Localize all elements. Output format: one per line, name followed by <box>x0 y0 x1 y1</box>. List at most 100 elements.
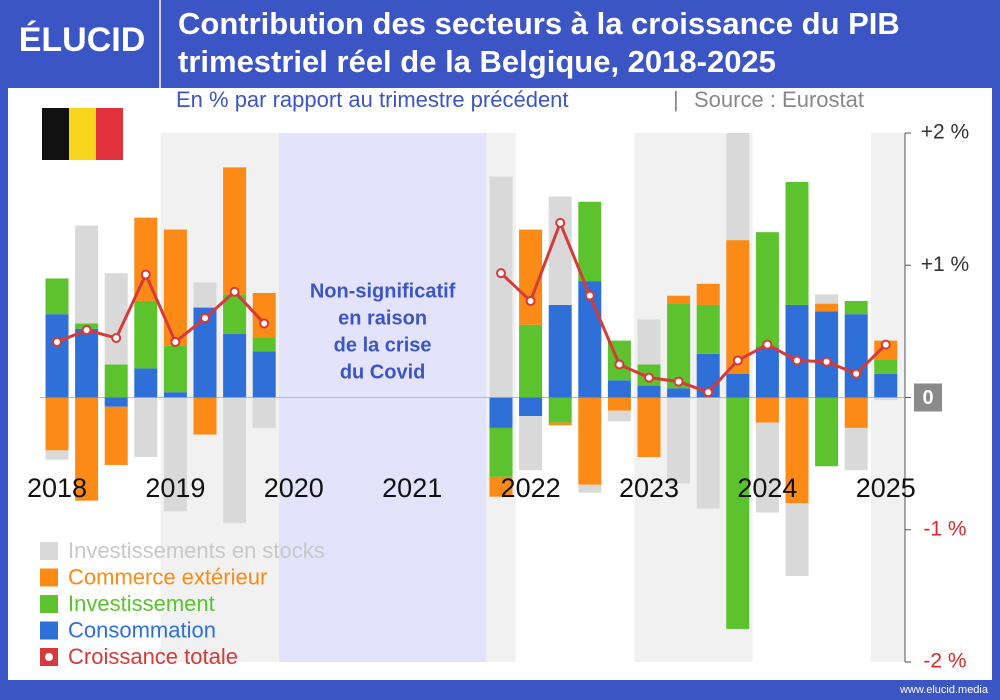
bar-segment <box>785 304 809 398</box>
legend-marker <box>45 653 53 661</box>
bar-segment <box>755 347 779 398</box>
total-point <box>555 217 566 228</box>
bar-segment <box>815 397 839 467</box>
bar-segment <box>726 133 750 241</box>
legend-swatch <box>40 542 58 560</box>
bar-segment <box>815 294 839 304</box>
y-tick-label: -1 % <box>923 517 966 540</box>
bar-segment <box>637 385 661 398</box>
x-tick-label: 2020 <box>264 473 324 503</box>
bar-segment <box>252 337 276 352</box>
bar-segment <box>696 304 720 354</box>
flag-stripe <box>69 108 96 160</box>
bar-segment <box>785 503 809 577</box>
bar-segment <box>637 397 661 458</box>
bar-segment <box>696 397 720 509</box>
bar-segment <box>548 422 572 426</box>
y-tick-label: 0 <box>922 387 933 409</box>
bar-segment <box>45 450 69 460</box>
legend-label: Investissement <box>68 591 215 616</box>
bar-segment <box>519 416 543 471</box>
bar-segment <box>134 368 158 398</box>
bar-segment <box>844 314 868 398</box>
zero-box <box>914 383 942 412</box>
bar-segment <box>223 397 247 524</box>
bar-segment <box>489 397 513 428</box>
bar-segment <box>548 196 572 305</box>
flag <box>42 108 123 160</box>
bar-segment <box>578 484 602 493</box>
bar-segment <box>548 304 572 398</box>
chart-title: trimestriel réel de la Belgique, 2018-20… <box>178 44 776 79</box>
bar-segment <box>163 397 187 512</box>
bar-segment <box>104 406 128 465</box>
bar-segment <box>75 328 99 398</box>
x-tick-label: 2019 <box>145 473 205 503</box>
bar-segment <box>163 392 187 398</box>
bar-segment <box>755 397 779 423</box>
bar-segment <box>134 300 158 369</box>
bar-segment <box>163 229 187 346</box>
bar-segment <box>193 307 217 398</box>
bar-segment <box>104 397 128 407</box>
total-point <box>880 339 891 350</box>
y-tick-label: +1 % <box>921 253 969 276</box>
bar-segment <box>726 240 750 374</box>
bar-segment <box>193 282 217 308</box>
annotation: Non-significatif <box>310 280 456 302</box>
bar-segment <box>45 278 69 315</box>
total-point <box>259 318 270 329</box>
total-point <box>673 376 684 387</box>
bar-segment <box>193 397 217 435</box>
total-point <box>792 355 802 366</box>
bar-segment <box>163 345 187 393</box>
bar-segment <box>104 273 128 365</box>
total-point <box>140 269 151 280</box>
total-point <box>644 372 654 383</box>
bar-segment <box>607 380 631 398</box>
legend-label: Croissance totale <box>68 644 238 669</box>
bar-segment <box>667 303 691 389</box>
bar-segment <box>874 373 898 398</box>
annotation: en raison <box>338 307 427 329</box>
y-tick-label: -2 % <box>923 650 966 673</box>
bar-segment <box>519 397 543 417</box>
legend-label: Commerce extérieur <box>68 564 267 589</box>
bar-segment <box>667 388 691 398</box>
bar-segment <box>489 427 513 477</box>
bar-segment <box>252 293 276 338</box>
bar-segment <box>519 229 543 325</box>
total-point <box>52 336 62 347</box>
bar-segment <box>815 311 839 398</box>
brand-logo: ÉLUCID <box>19 21 146 59</box>
x-tick-label: 2022 <box>501 473 561 503</box>
chart-title: Contribution des secteurs à la croissanc… <box>178 6 900 41</box>
bar-segment <box>578 397 602 485</box>
bar-segment <box>489 176 513 398</box>
legend-label: Investissements en stocks <box>68 538 325 563</box>
subtitle: En % par rapport au trimestre précédent <box>176 87 569 112</box>
y-tick-label: +2 % <box>921 121 969 144</box>
bar-segment <box>252 397 276 428</box>
flag-stripe <box>42 108 69 160</box>
bar-segment <box>785 181 809 305</box>
annotation: de la crise <box>334 334 432 356</box>
source: Source : Eurostat <box>694 87 864 112</box>
bar-segment <box>75 397 99 501</box>
total-point <box>170 336 181 347</box>
total-point <box>851 368 862 379</box>
x-tick-label: 2023 <box>619 473 679 503</box>
total-point <box>229 286 240 297</box>
legend-swatch <box>40 595 58 613</box>
bar-segment <box>755 232 779 348</box>
total-point <box>732 355 743 366</box>
bar-segment <box>755 422 779 513</box>
bar-segment <box>578 201 602 282</box>
flag-stripe <box>96 108 123 160</box>
bar-segment <box>607 410 631 422</box>
total-point <box>762 339 773 350</box>
bar-segment <box>667 295 691 304</box>
x-tick-label: 2018 <box>27 473 87 503</box>
bar-segment <box>726 397 750 629</box>
